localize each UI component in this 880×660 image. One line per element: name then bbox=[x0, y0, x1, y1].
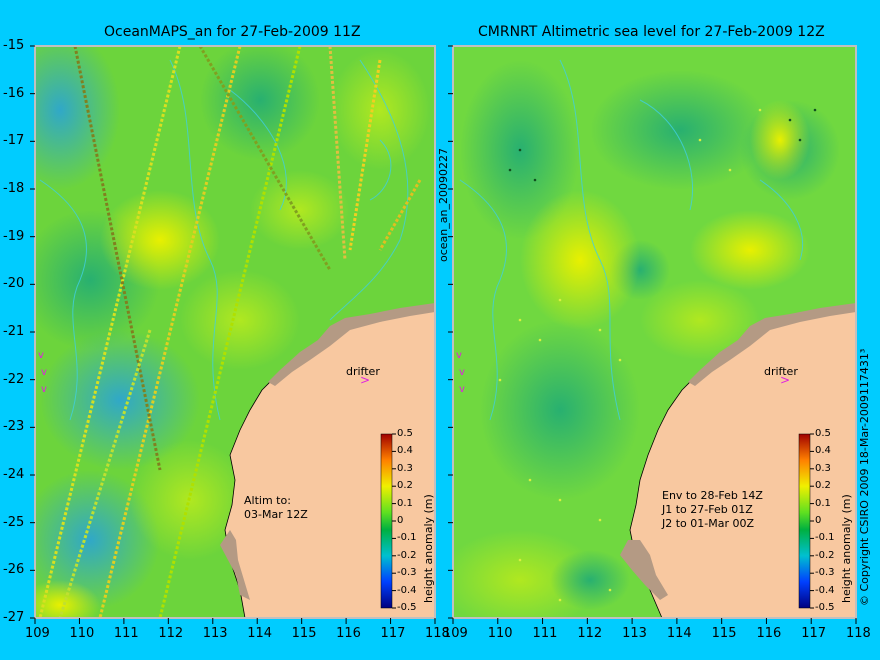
x-tick-label: 117 bbox=[380, 626, 406, 641]
y-tick-label: -23 bbox=[3, 419, 25, 435]
env-note-line2: J1 to 27-Feb 01Z bbox=[662, 503, 753, 516]
x-tick-label: 111 bbox=[532, 626, 558, 641]
x-tick-label: 110 bbox=[69, 626, 95, 641]
altim-note-line2: 03-Mar 12Z bbox=[244, 508, 308, 521]
y-tick-label: -15 bbox=[3, 38, 25, 53]
colorbar-tick-label: -0.1 bbox=[397, 532, 417, 544]
x-tick-label: 118 bbox=[846, 626, 871, 641]
drifter-tracks: v v v v v v > > bbox=[38, 350, 790, 395]
y-tick-label: -26 bbox=[3, 562, 25, 578]
left-colorbar-title: height anomaly (m) bbox=[422, 494, 435, 603]
x-tick-label: 112 bbox=[158, 626, 184, 641]
left-panel-title: OceanMAPS_an for 27-Feb-2009 11Z bbox=[104, 24, 361, 40]
x-tick-label: 111 bbox=[113, 626, 139, 641]
x-tick-label: 112 bbox=[577, 626, 603, 641]
svg-text:v: v bbox=[456, 350, 462, 361]
y-tick-label: -27 bbox=[3, 610, 25, 625]
svg-text:v: v bbox=[41, 384, 47, 395]
colorbar-tick-label: 0.5 bbox=[397, 428, 413, 439]
left-colorbar bbox=[380, 433, 393, 609]
colorbar-tick-label: 0.3 bbox=[397, 462, 413, 474]
y-tick-label: -18 bbox=[3, 181, 25, 196]
colorbar-tick-label: 0.2 bbox=[815, 480, 831, 492]
colorbar-tick-label: -0.5 bbox=[815, 602, 835, 613]
colorbar-tick-label: 0 bbox=[815, 515, 822, 526]
x-tick-label: 109 bbox=[443, 626, 468, 641]
left-drifter-label: drifter bbox=[346, 365, 380, 378]
left-map-panel bbox=[35, 46, 435, 618]
x-tick-label: 117 bbox=[801, 626, 827, 641]
svg-text:v: v bbox=[459, 384, 465, 395]
env-note-line1: Env to 28-Feb 14Z bbox=[662, 489, 763, 502]
x-tick-label: 113 bbox=[622, 626, 647, 641]
colorbar-tick-label: -0.2 bbox=[815, 549, 835, 561]
env-note-line3: J2 to 01-Mar 00Z bbox=[662, 517, 755, 530]
colorbar-tick-label: 0.1 bbox=[397, 497, 413, 509]
right-map-panel bbox=[453, 46, 856, 618]
y-tick-label: -22 bbox=[3, 371, 25, 387]
x-tick-label: 115 bbox=[711, 626, 737, 641]
x-tick-label: 113 bbox=[202, 626, 228, 641]
colorbar-tick-label: 0.2 bbox=[397, 480, 413, 492]
run-id-label: ocean_an_20090227 bbox=[437, 148, 450, 262]
x-tick-label: 114 bbox=[666, 626, 692, 641]
y-tick-label: -21 bbox=[3, 324, 25, 339]
svg-text:v: v bbox=[41, 367, 47, 378]
x-tick-label: 115 bbox=[291, 626, 317, 641]
right-colorbar bbox=[798, 433, 811, 609]
colorbar-tick-label: -0.2 bbox=[397, 549, 417, 561]
x-tick-label: 114 bbox=[247, 626, 273, 641]
y-tick-label: -17 bbox=[3, 133, 25, 149]
svg-text:v: v bbox=[459, 367, 465, 378]
svg-text:>: > bbox=[780, 373, 790, 387]
y-tick-label: -19 bbox=[3, 228, 25, 244]
y-tick-label: -20 bbox=[3, 276, 25, 292]
x-tick-label: 109 bbox=[25, 626, 50, 641]
y-tick-label: -25 bbox=[3, 514, 25, 530]
y-tick-label: -16 bbox=[3, 85, 25, 101]
colorbar-tick-label: 0.1 bbox=[815, 497, 831, 509]
y-tick-label: -24 bbox=[3, 467, 25, 482]
svg-text:>: > bbox=[360, 373, 370, 387]
x-tick-label: 110 bbox=[487, 626, 513, 641]
right-colorbar-title: height anomaly (m) bbox=[840, 494, 853, 603]
altim-note-line1: Altim to: bbox=[244, 494, 291, 507]
svg-text:v: v bbox=[38, 350, 44, 361]
colorbar-tick-label: 0 bbox=[397, 515, 404, 526]
colorbar-tick-label: -0.4 bbox=[815, 584, 835, 596]
colorbar-tick-label: -0.3 bbox=[397, 567, 417, 579]
x-tick-label: 116 bbox=[336, 626, 361, 641]
colorbar-tick-label: 0.4 bbox=[815, 445, 831, 457]
copyright-text: © Copyright CSIRO 2009 18-Mar-2009117431… bbox=[858, 348, 871, 606]
right-drifter-label: drifter bbox=[764, 365, 798, 378]
colorbar-tick-label: -0.4 bbox=[397, 584, 417, 596]
colorbar-tick-label: -0.1 bbox=[815, 532, 835, 544]
x-tick-label: 118 bbox=[425, 626, 450, 641]
colorbar-tick-label: 0.5 bbox=[815, 428, 831, 439]
colorbar-tick-label: -0.3 bbox=[815, 567, 835, 579]
colorbar-tick-label: 0.4 bbox=[397, 445, 413, 457]
colorbar-tick-label: 0.3 bbox=[815, 462, 831, 474]
colorbar-tick-label: -0.5 bbox=[397, 602, 417, 613]
right-panel-title: CMRNRT Altimetric sea level for 27-Feb-2… bbox=[478, 24, 825, 40]
x-tick-label: 116 bbox=[756, 626, 782, 641]
